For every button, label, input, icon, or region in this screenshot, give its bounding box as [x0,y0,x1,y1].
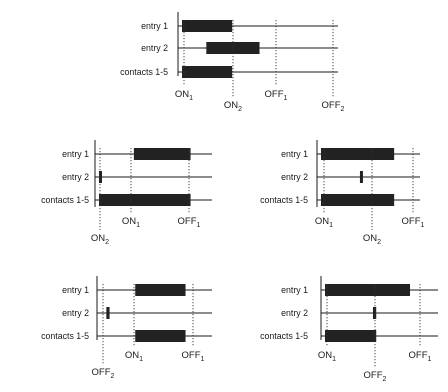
entry2-on-bar [372,307,377,319]
contacts-label: contacts 1-5 [41,331,89,341]
off2-label-sub: 2 [341,106,345,113]
off2-label-base: OFF [322,100,341,111]
off1-label-sub: 1 [284,95,288,102]
off1-label-base: OFF [182,350,201,361]
contacts-on-bar [135,330,186,342]
off1-label-sub: 1 [201,356,205,363]
on1-label-sub: 1 [136,222,140,229]
on1-label: ON1 [125,350,143,363]
contacts-on-bar [99,194,191,206]
off1-label: OFF1 [409,350,432,363]
off1-label: OFF1 [178,216,201,229]
entry1-on-bar [135,284,186,296]
entry2-label: entry 2 [281,172,308,182]
on2-label-base: ON [363,233,377,244]
entry1-label: entry 1 [281,149,308,159]
on1-label-base: ON [318,350,332,361]
off2-label-sub: 2 [111,373,115,380]
on1-label-sub: 1 [139,356,143,363]
on2-label-sub: 2 [238,106,242,113]
entry2-on-bar [106,307,110,319]
off1-label-sub: 1 [197,222,201,229]
off1-label-base: OFF [265,89,284,100]
contacts-label: contacts 1-5 [120,67,168,77]
off2-label: OFF2 [364,370,387,383]
on1-label-base: ON [125,350,139,361]
on2-label: ON2 [363,233,381,246]
entry1-label: entry 1 [62,285,89,295]
on2-label-sub: 2 [377,239,381,246]
off1-label-base: OFF [402,216,421,227]
entry2-label: entry 2 [141,43,168,53]
on2-label-base: ON [91,233,105,244]
on1-label: ON1 [315,216,333,229]
entry1-label: entry 1 [141,21,168,31]
off2-label-base: OFF [364,370,383,381]
entry1-label: entry 1 [281,285,308,295]
on1-label-sub: 1 [329,222,333,229]
off2-label: OFF2 [92,367,115,380]
off2-label: OFF2 [322,100,345,113]
contacts-label: contacts 1-5 [260,195,308,205]
on1-label-base: ON [315,216,329,227]
off1-label: OFF1 [402,216,425,229]
contacts-on-bar [325,330,377,342]
entry1-on-bar [182,20,233,32]
contacts-label: contacts 1-5 [260,331,308,341]
on1-label: ON1 [175,89,193,102]
on1-label-sub: 1 [332,356,336,363]
entry1-on-bar [325,284,411,296]
on1-label-base: ON [122,216,136,227]
off1-label: OFF1 [265,89,288,102]
entry2-label: entry 2 [62,172,89,182]
entry2-label: entry 2 [281,308,308,318]
on1-label-sub: 1 [189,95,193,102]
off1-label-base: OFF [178,216,197,227]
on1-label: ON1 [122,216,140,229]
contacts-on-bar [182,66,233,78]
contacts-on-bar [321,194,395,206]
off1-label-sub: 1 [421,222,425,229]
on1-label-base: ON [175,89,189,100]
entry2-label: entry 2 [62,308,89,318]
on2-label: ON2 [91,233,109,246]
off2-label-base: OFF [92,367,111,378]
contacts-label: contacts 1-5 [41,195,89,205]
entry1-label: entry 1 [62,149,89,159]
entry2-on-bar [359,171,363,183]
on1-label: ON1 [318,350,336,363]
on2-label-base: ON [224,100,238,111]
on2-label: ON2 [224,100,242,113]
off1-label-sub: 1 [428,356,432,363]
entry1-on-bar [321,148,395,160]
on2-label-sub: 2 [105,239,109,246]
off1-label: OFF1 [182,350,205,363]
entry1-on-bar [133,148,191,160]
off2-label-sub: 2 [383,376,387,383]
entry2-on-bar [99,171,102,183]
off1-label-base: OFF [409,350,428,361]
